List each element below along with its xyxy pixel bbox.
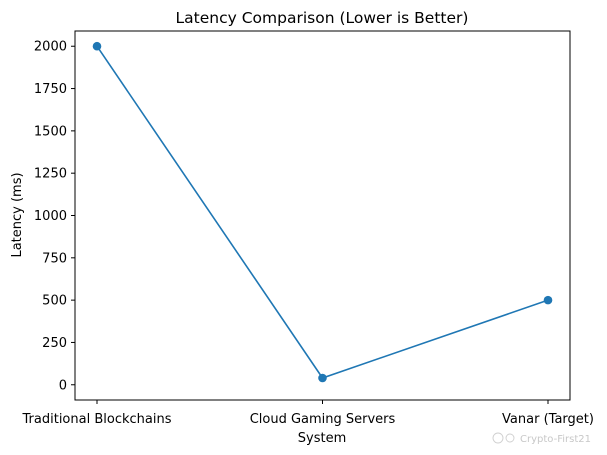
y-tick-label: 1000	[34, 209, 67, 224]
y-tick-label: 1250	[34, 167, 67, 182]
data-point	[543, 295, 553, 305]
y-tick-label: 500	[42, 294, 67, 309]
watermark: Crypto-First21	[492, 432, 591, 445]
y-tick-label: 0	[59, 378, 67, 393]
y-tick-label: 250	[42, 336, 67, 351]
watermark-logo-icon	[492, 432, 515, 444]
plot-area	[92, 41, 553, 383]
y-tick-label: 1750	[34, 82, 67, 97]
data-point	[318, 373, 327, 383]
plot-frame	[74, 30, 571, 401]
x-axis-label: System	[298, 431, 346, 446]
y-tick-label: 1500	[34, 124, 67, 139]
x-tick-label: Vanar (Target)	[502, 412, 594, 427]
y-axis-ticks: 0 250 500 750 1000 1250 1500 1750 2000	[34, 40, 75, 393]
watermark-text: Crypto-First21	[520, 434, 591, 445]
y-tick-label: 2000	[34, 40, 67, 55]
x-tick-label: Cloud Gaming Servers	[250, 412, 396, 427]
y-tick-label: 750	[42, 251, 67, 266]
y-axis-label: Latency (ms)	[10, 172, 25, 257]
x-axis-ticks: Traditional Blockchains Cloud Gaming Serv…	[22, 400, 594, 427]
data-point	[92, 41, 102, 51]
chart-title: Latency Comparison (Lower is Better)	[176, 9, 469, 27]
x-tick-label: Traditional Blockchains	[22, 412, 172, 427]
